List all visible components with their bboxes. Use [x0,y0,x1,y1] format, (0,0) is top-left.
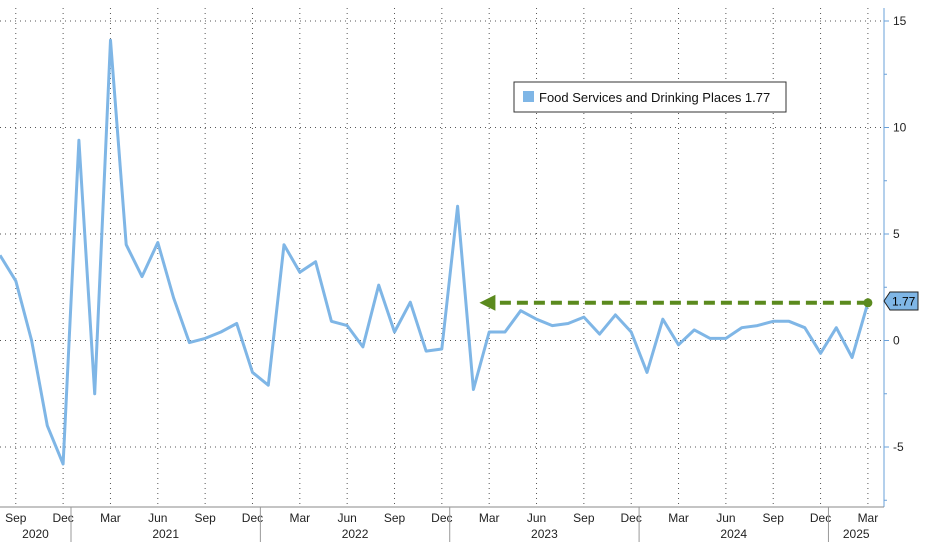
x-tick-label: Mar [858,511,879,525]
x-tick-label: Dec [431,511,452,525]
chart-annotation [479,294,873,311]
x-year-label: 2021 [152,527,179,541]
y-tick-label: 0 [893,334,900,348]
last-value-label: 1.77 [892,295,916,309]
x-year-label: 2024 [720,527,747,541]
legend-swatch [523,91,534,102]
x-tick-label: Sep [194,511,216,525]
x-tick-label: Dec [242,511,263,525]
legend-box [513,81,787,113]
x-tick-label: Jun [148,511,167,525]
x-tick-label: Mar [668,511,689,525]
chart-series [0,38,870,466]
x-year-label: 2020 [22,527,49,541]
annotation-endpoint [863,298,873,308]
x-tick-label: Sep [573,511,595,525]
x-tick-label: Dec [810,511,831,525]
x-tick-label: Mar [100,511,121,525]
chart-grid [0,8,884,507]
legend-label: Food Services and Drinking Places 1.77 [539,90,770,105]
x-tick-label: Jun [527,511,546,525]
x-year-label: 2025 [843,527,870,541]
x-year-label: 2022 [342,527,369,541]
x-tick-label: Sep [384,511,406,525]
chart-axes: -5 0 5 10 15 Sep Dec Mar Jun Sep Dec Mar Jun Sep Dec Ma… [0,8,907,542]
y-tick-label: 10 [893,121,907,135]
y-tick-label: 15 [893,14,907,28]
series-line [0,38,870,466]
x-tick-label: Mar [479,511,500,525]
x-tick-label: Mar [289,511,310,525]
x-tick-label: Sep [763,511,785,525]
x-tick-label: Dec [52,511,73,525]
x-tick-label: Jun [716,511,735,525]
annotation-arrowhead [479,294,496,311]
y-tick-label: -5 [893,440,904,454]
y-tick-label: 5 [893,227,900,241]
x-year-label: 2023 [531,527,558,541]
x-tick-label: Jun [337,511,356,525]
x-tick-label: Dec [621,511,642,525]
last-value-badge: 1.77 [883,291,919,311]
x-tick-label: Sep [5,511,27,525]
chart-legend: Food Services and Drinking Places 1.77 [513,81,787,113]
last-value-badge-shape [883,291,919,311]
